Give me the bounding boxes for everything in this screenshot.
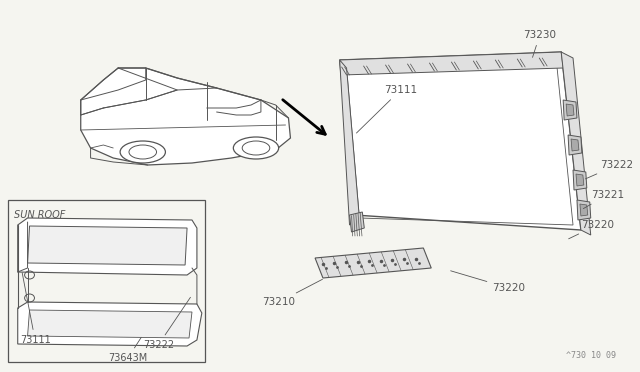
Polygon shape xyxy=(81,68,291,165)
Polygon shape xyxy=(349,212,364,232)
Polygon shape xyxy=(315,248,431,278)
Polygon shape xyxy=(566,104,574,116)
Ellipse shape xyxy=(234,137,278,159)
Polygon shape xyxy=(563,100,577,120)
Bar xyxy=(8,200,205,362)
Polygon shape xyxy=(340,52,563,75)
Polygon shape xyxy=(576,174,584,186)
Polygon shape xyxy=(18,218,197,275)
Text: 73220: 73220 xyxy=(568,220,614,239)
Text: 73221: 73221 xyxy=(583,190,624,209)
Polygon shape xyxy=(571,139,579,151)
Text: 73230: 73230 xyxy=(524,30,556,57)
Polygon shape xyxy=(28,310,192,338)
Text: SUN ROOF: SUN ROOF xyxy=(14,210,65,220)
Polygon shape xyxy=(18,302,202,346)
Text: 73222: 73222 xyxy=(586,160,634,179)
Polygon shape xyxy=(340,60,360,225)
Polygon shape xyxy=(561,52,591,235)
Text: 73643M: 73643M xyxy=(108,337,148,363)
Text: ^730 10 09: ^730 10 09 xyxy=(566,351,616,360)
Ellipse shape xyxy=(120,141,165,163)
Polygon shape xyxy=(28,226,187,265)
Polygon shape xyxy=(573,170,587,190)
Text: 73210: 73210 xyxy=(262,279,323,307)
Polygon shape xyxy=(340,52,581,230)
Text: 73111: 73111 xyxy=(20,273,51,345)
Polygon shape xyxy=(577,200,591,220)
Polygon shape xyxy=(568,135,582,155)
Text: 73222: 73222 xyxy=(143,297,191,350)
Text: 73220: 73220 xyxy=(451,271,525,293)
Polygon shape xyxy=(580,204,588,216)
Text: 73111: 73111 xyxy=(356,85,417,133)
